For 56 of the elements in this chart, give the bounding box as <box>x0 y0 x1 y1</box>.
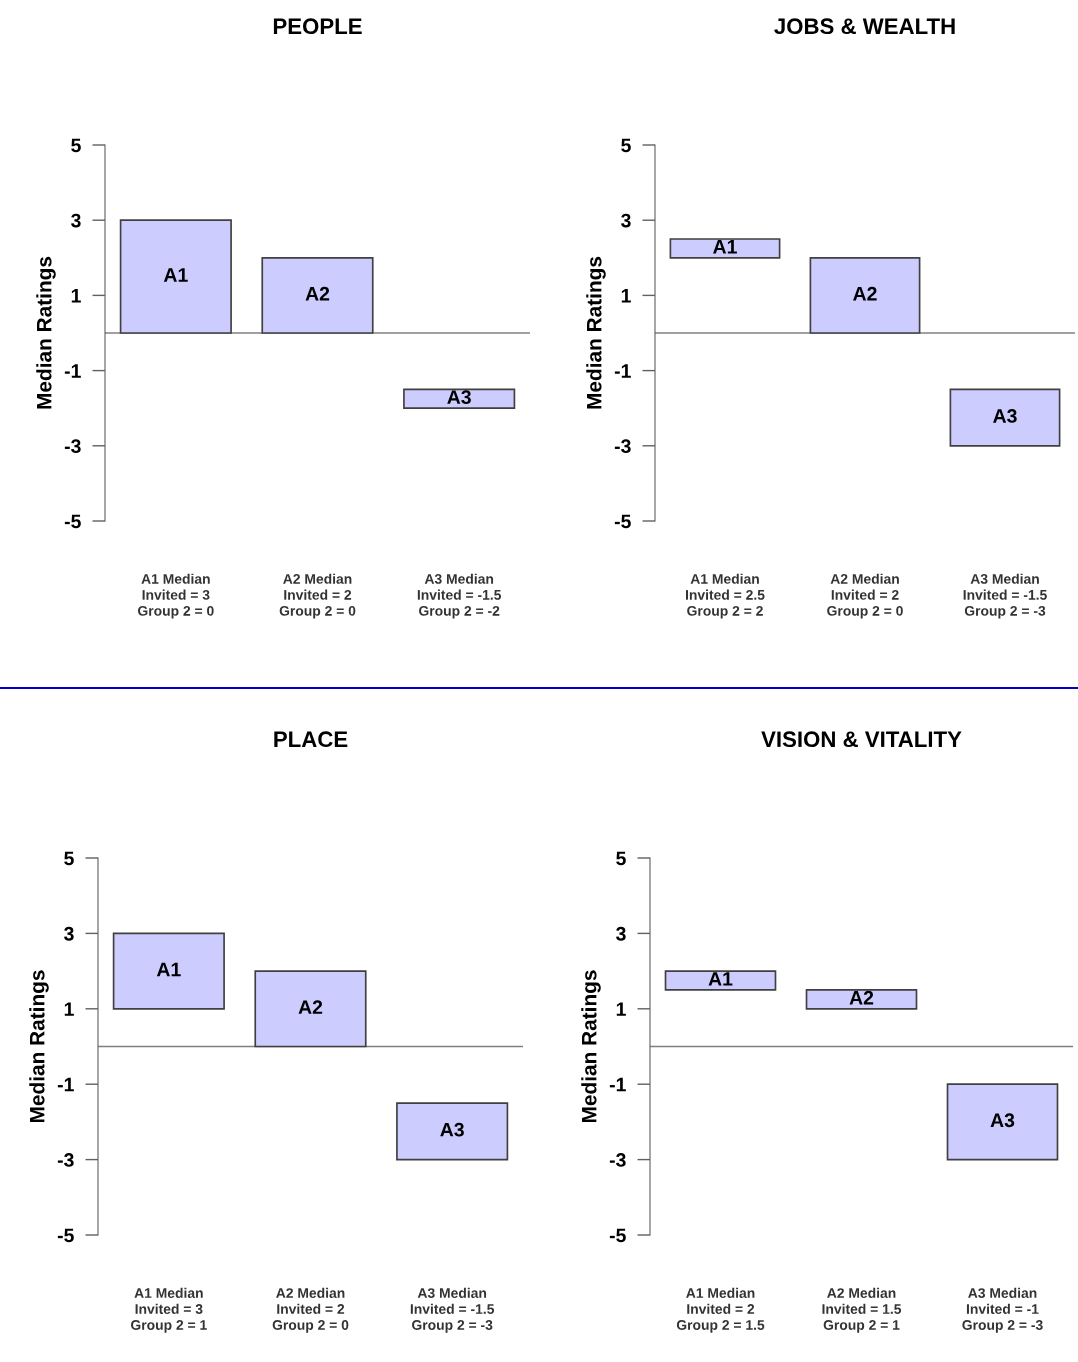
y-tick-label: -3 <box>614 439 631 454</box>
x-tick-label: A1 <box>163 268 188 282</box>
text: A3 Median Invited = -1 Group 2 = -3 <box>962 1287 1043 1333</box>
x-tick-label: A2 <box>305 286 330 301</box>
y-tick-label: -3 <box>609 1153 626 1167</box>
y-tick-label: -1 <box>57 1077 74 1092</box>
y-tick-label: 1 <box>64 1002 74 1016</box>
y-tick-label: 5 <box>71 138 81 153</box>
y-axis-title: Median Ratings <box>586 256 606 409</box>
text: A1 Median Invited = 3 Group 2 = 0 <box>138 573 214 619</box>
chart-title: PLACE <box>274 731 348 748</box>
y-tick-label: 5 <box>64 851 74 866</box>
text: A1 Median Invited = 2.5 Group 2 = 2 <box>685 573 765 619</box>
y-tick-label: -5 <box>609 1228 626 1243</box>
y-tick-label: 5 <box>621 138 631 153</box>
text: A3 Median Invited = -1.5 Group 2 = -2 <box>417 573 502 619</box>
y-axis-title: Median Ratings <box>581 970 601 1123</box>
x-tick-label: A1 <box>713 240 737 254</box>
y-tick-label: -3 <box>57 1153 74 1167</box>
y-tick-label: 3 <box>616 926 626 941</box>
y-tick-label: 1 <box>616 1002 626 1016</box>
chart-title: JOBS & WEALTH <box>774 18 955 35</box>
x-tick-label: A3 <box>990 1113 1015 1128</box>
y-tick-label: -5 <box>57 1228 74 1243</box>
y-axis-title: Median Ratings <box>29 970 49 1123</box>
y-tick-label: 1 <box>71 289 81 303</box>
text: A2 Median Invited = 2 Group 2 = 0 <box>279 573 356 619</box>
y-tick-label: 3 <box>71 213 81 228</box>
x-tick-label: A1 <box>708 972 733 986</box>
y-tick-label: -5 <box>614 514 631 529</box>
text: A1 Median Invited = 2 Group 2 = 1.5 <box>676 1287 765 1333</box>
x-tick-label: A2 <box>853 286 877 301</box>
y-tick-label: -3 <box>64 439 81 454</box>
y-tick-label: 3 <box>621 213 631 228</box>
text: A2 Median Invited = 2 Group 2 = 0 <box>827 573 903 619</box>
text: A1 Median Invited = 3 Group 2 = 1 <box>131 1287 207 1333</box>
text: A2 Median Invited = 2 Group 2 = 0 <box>272 1287 349 1333</box>
y-tick-label: -1 <box>609 1077 626 1092</box>
y-axis-title: Median Ratings <box>36 256 56 409</box>
y-tick-label: -1 <box>64 364 81 378</box>
y-tick-label: -1 <box>614 364 631 378</box>
text: A3 Median Invited = -1.5 Group 2 = -3 <box>410 1287 495 1333</box>
y-tick-label: 3 <box>64 926 74 941</box>
y-tick-label: 1 <box>621 289 631 303</box>
x-tick-label: A3 <box>993 409 1017 423</box>
x-tick-label: A2 <box>849 990 874 1005</box>
text: A2 Median Invited = 1.5 Group 2 = 1 <box>822 1287 902 1333</box>
text: A3 Median Invited = -1.5 Group 2 = -3 <box>963 573 1047 619</box>
x-tick-label: A1 <box>156 962 181 977</box>
x-tick-label: A3 <box>447 390 471 405</box>
y-tick-label: 5 <box>616 851 626 866</box>
chart-title: VISION & VITALITY <box>761 731 962 748</box>
x-tick-label: A3 <box>440 1122 464 1137</box>
chart-title: PEOPLE <box>273 18 362 35</box>
y-tick-label: -5 <box>64 514 81 529</box>
x-tick-label: A2 <box>298 1000 323 1014</box>
